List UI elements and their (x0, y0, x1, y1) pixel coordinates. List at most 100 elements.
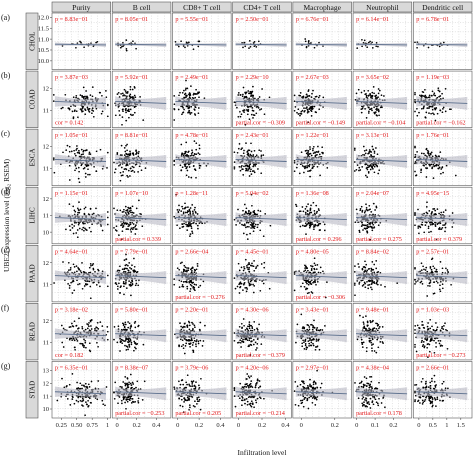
data-point (372, 223, 375, 226)
data-point (122, 110, 124, 113)
data-point (184, 206, 186, 209)
data-point (196, 92, 199, 95)
data-point (191, 344, 194, 346)
data-point (414, 101, 417, 104)
data-point (193, 153, 196, 155)
data-point (180, 40, 182, 43)
data-point (121, 268, 124, 271)
data-point (364, 282, 366, 285)
data-point (256, 264, 259, 267)
p-value-label: p = 1.76e−01 (416, 132, 449, 139)
data-point (84, 95, 86, 98)
data-point (84, 113, 87, 116)
data-point (382, 342, 384, 344)
data-point (375, 164, 377, 166)
data-point (242, 283, 245, 286)
confidence-band (115, 270, 167, 285)
data-point (68, 203, 71, 205)
data-point (371, 41, 373, 44)
data-point (195, 212, 197, 214)
data-point (306, 153, 309, 155)
data-point (308, 224, 311, 227)
data-point (189, 279, 192, 282)
data-point (241, 147, 243, 149)
data-point (253, 171, 256, 174)
fit-line (295, 275, 347, 279)
data-point (68, 269, 70, 271)
data-point (354, 221, 357, 224)
data-point (114, 168, 117, 170)
data-point (417, 225, 420, 228)
data-point (370, 283, 373, 285)
data-point (195, 176, 197, 179)
p-value-label: p = 6.78e−01 (416, 16, 449, 23)
data-point (81, 96, 83, 98)
data-point (124, 264, 127, 267)
data-point (242, 224, 245, 227)
data-point (293, 289, 296, 292)
data-point (191, 269, 193, 272)
p-value-label: p = 2.67e−03 (296, 74, 329, 81)
data-point (246, 288, 249, 290)
data-point (247, 169, 249, 172)
data-point (125, 209, 128, 212)
data-point (247, 149, 250, 152)
data-point (89, 207, 92, 210)
data-point (251, 109, 254, 112)
fit-line (355, 100, 408, 104)
data-point (326, 167, 329, 169)
data-point (89, 94, 92, 96)
data-point (433, 113, 435, 116)
data-point (121, 226, 124, 229)
data-point (361, 343, 364, 346)
data-point (74, 348, 76, 351)
data-point (318, 94, 321, 97)
data-point (415, 281, 417, 283)
data-point (304, 167, 306, 170)
data-point (127, 321, 129, 323)
data-point (366, 166, 369, 169)
data-point (193, 283, 196, 286)
data-point (77, 283, 79, 286)
data-point (425, 96, 427, 98)
fit-line (295, 217, 347, 221)
data-point (119, 46, 122, 49)
data-point (135, 224, 137, 226)
data-point (243, 223, 246, 226)
data-point (353, 284, 356, 286)
p-value-label: p = 2.43e−01 (236, 132, 269, 139)
facet-panel: p = 5.55e−01 (172, 12, 232, 70)
data-point (117, 325, 120, 328)
data-point (128, 346, 131, 348)
data-point (184, 46, 186, 49)
data-point (125, 228, 128, 230)
data-point (311, 108, 314, 110)
data-point (252, 154, 255, 156)
data-point (310, 204, 312, 207)
data-point (240, 266, 243, 269)
partial-cor-label: partial.cor = 0.339 (115, 236, 161, 243)
y-tick-label: 11.5 (38, 25, 49, 32)
data-point (121, 174, 124, 177)
data-point (364, 269, 366, 272)
data-point (301, 345, 304, 348)
data-point (74, 210, 77, 213)
data-point (64, 93, 67, 96)
data-point (309, 338, 311, 341)
data-point (312, 226, 315, 228)
data-point (249, 232, 251, 235)
data-point (137, 284, 140, 287)
p-value-label: p = 5.55e−01 (175, 16, 208, 23)
data-point (131, 228, 134, 231)
data-point (304, 150, 307, 152)
data-point (431, 108, 434, 111)
data-point (239, 115, 242, 118)
y-tick-label: 11 (43, 213, 49, 220)
data-point (90, 328, 93, 330)
data-point (436, 281, 439, 284)
data-point (82, 226, 85, 229)
data-point (425, 206, 428, 208)
data-point (192, 351, 195, 353)
data-point (315, 212, 318, 214)
